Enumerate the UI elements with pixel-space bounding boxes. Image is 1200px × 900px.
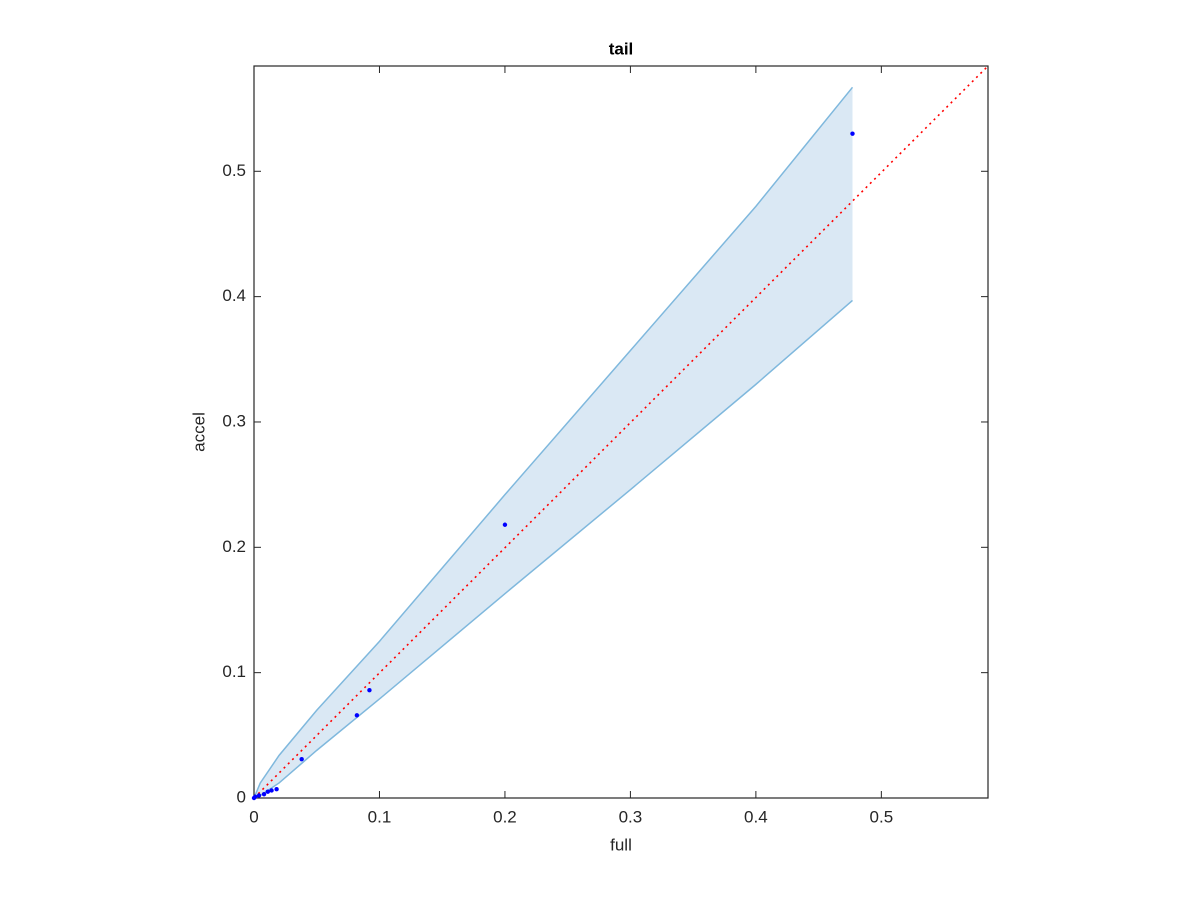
point: [265, 789, 271, 794]
y-tick-label: 0.1: [222, 662, 246, 681]
x-tick-label: 0.3: [619, 807, 643, 826]
y-tick-label: 0.2: [222, 537, 246, 556]
x-tick-label: 0: [249, 807, 258, 826]
point: [367, 688, 372, 693]
band-upper-line: [253, 86, 854, 799]
point: [502, 522, 508, 527]
band-area: [254, 87, 853, 798]
y-tick-label: 0.3: [222, 411, 246, 430]
x-tick-label: 0.1: [368, 807, 392, 826]
point: [261, 792, 267, 797]
y-tick-label: 0.4: [222, 286, 246, 305]
point: [256, 793, 262, 798]
x-tick-label: 0.5: [870, 807, 894, 826]
point: [269, 788, 274, 793]
axes-box: [253, 65, 989, 799]
point: [274, 787, 279, 792]
point: [354, 713, 360, 718]
y-tick-label: 0.5: [222, 161, 246, 180]
y-axis-label: accel: [189, 412, 208, 452]
x-tick-label: 0.2: [493, 807, 517, 826]
point: [299, 756, 304, 762]
x-axis-label: full: [610, 835, 632, 854]
point: [850, 131, 855, 136]
point: [253, 794, 258, 799]
chart-title: tail: [609, 39, 634, 58]
x-tick-label: 0.4: [744, 807, 768, 826]
y-tick-label: 0: [237, 787, 246, 806]
